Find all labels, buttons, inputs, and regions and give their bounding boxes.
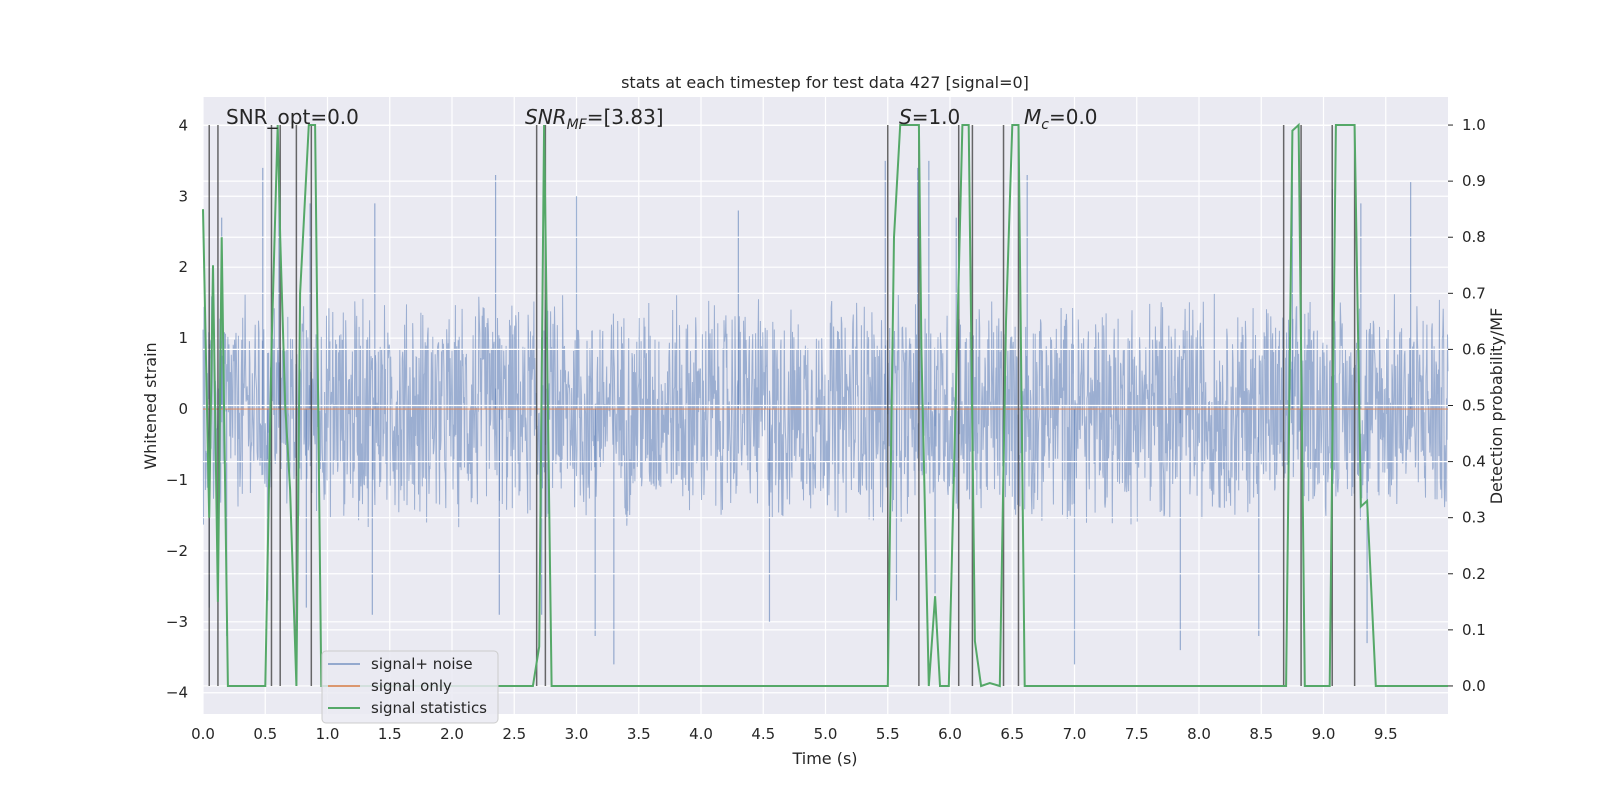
right-y-tick-label-3: 0.7	[1462, 284, 1486, 302]
left-y-axis-ticks: 4 3 2 1 0 −1 −2 −3 −4	[166, 116, 188, 701]
right-y-axis-label: Detection probability/MF	[1487, 308, 1506, 505]
legend: signal+ noise signal only signal statist…	[321, 650, 499, 724]
x-axis-ticks: 0.0 0.5 1.0 1.5 2.0 2.5 3.0 3.5 4.0 4.5 5.0 5.5 6.0 6…	[191, 725, 1398, 743]
legend-label-noise: signal+ noise	[371, 655, 473, 673]
left-y-tick-label-0: 4	[178, 116, 188, 134]
right-y-tick-label-5: 0.5	[1462, 397, 1486, 415]
snr-mf-prefix: SNR	[525, 105, 567, 129]
left-y-tick-label-2: 2	[178, 258, 188, 276]
right-y-axis-ticks: 1.0 0.9 0.8 0.7 0.6 0.5 0.4 0.3 0.2 0.1 0.0	[1448, 116, 1486, 695]
left-y-tick-label-4: 0	[178, 400, 188, 418]
right-y-tick-label-9: 0.1	[1462, 621, 1486, 639]
left-y-tick-label-8: −4	[166, 684, 188, 702]
right-y-tick-label-4: 0.6	[1462, 340, 1486, 358]
left-y-tick-label-6: −2	[166, 542, 188, 560]
mc-prefix: M	[1024, 105, 1041, 129]
left-y-tick-label-5: −1	[166, 471, 188, 489]
right-y-tick-label-7: 0.3	[1462, 509, 1486, 527]
annotation-mc: Mc=0.0	[1024, 105, 1098, 133]
s-value: =1.0	[912, 105, 961, 129]
x-tick-label-7: 3.5	[627, 725, 651, 743]
x-tick-label-17: 8.5	[1249, 725, 1273, 743]
mc-value: =0.0	[1049, 105, 1098, 129]
x-tick-label-15: 7.5	[1125, 725, 1149, 743]
x-tick-label-3: 1.5	[378, 725, 402, 743]
signal-noise-trace	[202, 293, 1449, 528]
legend-frame	[321, 650, 499, 724]
snr-mf-value: =[3.83]	[587, 105, 664, 129]
right-y-tick-label-0: 1.0	[1462, 116, 1486, 134]
x-tick-label-4: 2.0	[440, 725, 464, 743]
signal-statistics-series	[202, 122, 1448, 688]
x-tick-label-9: 4.5	[751, 725, 775, 743]
s-prefix: S	[899, 105, 912, 129]
snr-mf-sub: MF	[567, 117, 588, 133]
legend-label-signal-only: signal only	[371, 677, 452, 695]
mc-sub: c	[1041, 117, 1049, 133]
x-tick-label-0: 0.0	[191, 725, 215, 743]
x-tick-label-2: 1.0	[316, 725, 340, 743]
right-y-tick-label-1: 0.9	[1462, 172, 1486, 190]
x-tick-label-10: 5.0	[814, 725, 838, 743]
left-y-axis-label: Whitened strain	[141, 342, 160, 469]
chart-title: stats at each timestep for test data 427…	[621, 73, 1029, 92]
right-y-tick-label-8: 0.2	[1462, 565, 1486, 583]
x-tick-label-11: 5.5	[876, 725, 900, 743]
x-tick-label-1: 0.5	[253, 725, 277, 743]
x-tick-label-13: 6.5	[1000, 725, 1024, 743]
x-tick-label-18: 9.0	[1312, 725, 1336, 743]
annotation-snr-mf: SNRMF=[3.83]	[525, 105, 664, 133]
left-y-tick-label-3: 1	[178, 329, 188, 347]
legend-label-statistics: signal statistics	[371, 699, 487, 717]
x-tick-label-12: 6.0	[938, 725, 962, 743]
x-tick-label-16: 8.0	[1187, 725, 1211, 743]
x-tick-label-19: 9.5	[1374, 725, 1398, 743]
annotation-snr-opt: SNR_opt=0.0	[226, 105, 359, 129]
left-y-tick-label-1: 3	[178, 187, 188, 205]
x-tick-label-8: 4.0	[689, 725, 713, 743]
x-tick-label-14: 7.0	[1063, 725, 1087, 743]
x-tick-label-6: 3.0	[565, 725, 589, 743]
signal-statistics-line	[202, 122, 1448, 688]
x-axis-label: Time (s)	[791, 749, 857, 768]
annotation-s: S=1.0	[899, 105, 960, 129]
right-y-tick-label-2: 0.8	[1462, 228, 1486, 246]
x-tick-label-5: 2.5	[502, 725, 526, 743]
right-y-tick-label-6: 0.4	[1462, 453, 1486, 471]
left-y-tick-label-7: −3	[166, 613, 188, 631]
right-y-tick-label-10: 0.0	[1462, 677, 1486, 695]
